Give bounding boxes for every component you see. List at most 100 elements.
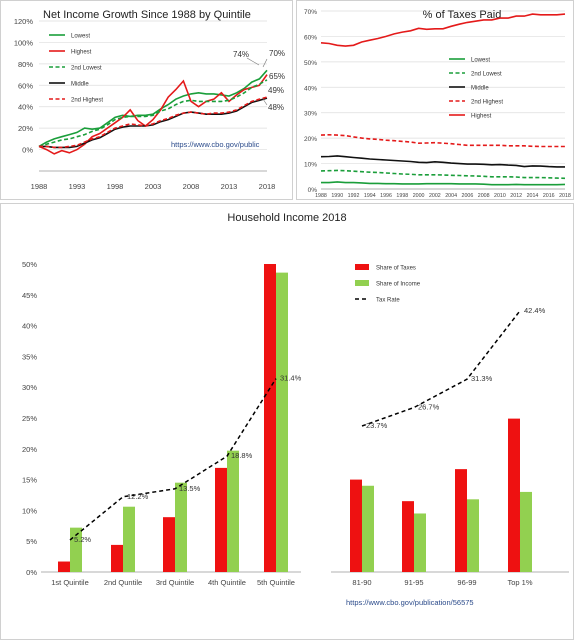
x-tick-label: 2008 (478, 193, 490, 199)
series-line-middle (320, 155, 565, 168)
series-line-2nd-highest (320, 133, 565, 148)
bar-share-of-taxes (215, 467, 227, 572)
net-income-chart: Net Income Growth Since 1988 by Quintile… (14, 9, 285, 191)
x-tick-label: 2010 (494, 193, 506, 199)
x-tick-label: 1992 (348, 193, 360, 199)
y-tick-label: 45% (22, 291, 37, 300)
series-line-2nd-lowest (38, 79, 268, 148)
leader-line (246, 57, 260, 66)
bar-share-of-taxes (58, 561, 70, 572)
y-tick-label: 20% (18, 124, 33, 133)
y-tick-label: 100% (14, 38, 34, 47)
x-tick-label: 2018 (259, 182, 276, 191)
tax-rate-label: 18.8% (231, 451, 253, 460)
legend-label: Lowest (471, 58, 490, 64)
x-tick-label: 1993 (69, 182, 86, 191)
series-line-highest (320, 13, 566, 47)
x-tick-label: 2006 (462, 193, 474, 199)
y-tick-label: 60% (304, 34, 317, 41)
legend-label: Highest (471, 114, 492, 120)
end-value-label: 48% (268, 103, 284, 112)
household-income-chart-panel: Household Income 2018 0% 5% 10% 15% 20% 25% 30%… (0, 203, 574, 640)
y-tick-label: 0% (26, 568, 37, 577)
x-tick-label: 2004 (445, 193, 457, 199)
tax-rate-label: 26.7% (418, 403, 440, 412)
x-tick-label: 2014 (527, 193, 539, 199)
series-line-2nd-lowest (320, 169, 566, 180)
end-value-label: 65% (269, 72, 285, 81)
x-tick-label: 5th Quintile (257, 578, 295, 587)
y-tick-label: 70% (304, 9, 317, 16)
x-tick-label: Top 1% (507, 578, 532, 587)
x-tick-label: 2018 (559, 193, 571, 199)
y-tick-label: 40% (22, 322, 37, 331)
legend-label: Lowest (71, 34, 90, 40)
taxes-paid-chart: 0% 10% 20% 30% 40% 50% 60% 70% 1988 1990 1992 1994 1… (304, 9, 571, 199)
bar-share-of-taxes (508, 418, 520, 572)
bar-share-of-income (520, 491, 532, 572)
x-tick-label: 2008 (183, 182, 200, 191)
bar-share-of-taxes (264, 264, 276, 572)
household-income-chart: Household Income 2018 0% 5% 10% 15% 20% 25% 30%… (22, 212, 569, 607)
y-tick-label: 0% (308, 187, 318, 194)
bar-share-of-taxes (111, 544, 123, 572)
legend-label: Share of Income (376, 282, 421, 288)
y-tick-label: 60% (18, 81, 33, 90)
x-tick-label: 1998 (107, 182, 124, 191)
y-tick-label: 10% (304, 162, 317, 169)
tax-rate-label: 5.2% (74, 535, 91, 544)
y-tick-label: 25% (22, 414, 37, 423)
series-line-2nd-highest (39, 96, 268, 149)
x-tick-label: 2012 (510, 193, 522, 199)
x-tick-label: 2002 (429, 193, 441, 199)
y-tick-label: 20% (22, 445, 37, 454)
legend-swatch (355, 264, 369, 270)
x-tick-label: 1st Quintile (51, 578, 89, 587)
legend-label: Middle (71, 82, 89, 88)
leader-line (262, 58, 268, 68)
series-line-highest (38, 74, 268, 155)
bar-share-of-taxes (163, 517, 175, 572)
y-tick-label: 10% (22, 506, 37, 515)
leader-line (262, 98, 268, 106)
x-tick-label: 2nd Quntile (104, 578, 142, 587)
source-annotation: https://www.cbo.gov/public (171, 140, 260, 149)
y-tick-label: 50% (304, 60, 317, 67)
y-tick-label: 40% (304, 85, 317, 92)
bar-share-of-taxes (455, 469, 467, 572)
legend-swatch (355, 280, 369, 286)
bar-share-of-income (414, 513, 426, 572)
chart-title: Net Income Growth Since 1988 by Quintile (43, 9, 251, 21)
taxes-paid-chart-panel: 0% 10% 20% 30% 40% 50% 60% 70% 1988 1990 1992 1994 1… (296, 0, 574, 200)
y-tick-label: 40% (18, 103, 33, 112)
y-tick-label: 5% (26, 537, 37, 546)
x-tick-label: 2016 (543, 193, 555, 199)
legend-label: Middle (471, 86, 489, 92)
series-line-middle (39, 97, 268, 149)
tax-rate-label: 13.5% (179, 484, 201, 493)
legend-label: 2nd Highest (71, 98, 103, 104)
bar-share-of-taxes (350, 479, 362, 572)
y-tick-label: 30% (22, 383, 37, 392)
net-income-chart-panel: Net Income Growth Since 1988 by Quintile… (0, 0, 293, 200)
x-tick-label: 91-95 (404, 578, 423, 587)
x-tick-label: 3rd Quintile (156, 578, 194, 587)
x-tick-label: 81-90 (352, 578, 371, 587)
y-tick-label: 0% (22, 146, 33, 155)
bar-share-of-taxes (402, 501, 414, 572)
tax-rate-label: 31.3% (471, 374, 493, 383)
end-value-label: 70% (269, 49, 285, 58)
y-tick-label: 20% (304, 136, 317, 143)
tax-rate-line (69, 378, 277, 541)
tax-rate-line (361, 310, 521, 427)
tax-rate-label: 42.4% (524, 306, 546, 315)
x-tick-label: 1988 (31, 182, 48, 191)
x-tick-label: 96-99 (457, 578, 476, 587)
bar-share-of-income (70, 527, 82, 572)
bar-share-of-income (227, 450, 239, 572)
x-tick-label: 4th Quintile (208, 578, 246, 587)
tax-rate-label: 12.2% (127, 492, 149, 501)
y-tick-label: 30% (304, 111, 317, 118)
y-tick-label: 50% (22, 260, 37, 269)
x-tick-label: 2013 (221, 182, 238, 191)
